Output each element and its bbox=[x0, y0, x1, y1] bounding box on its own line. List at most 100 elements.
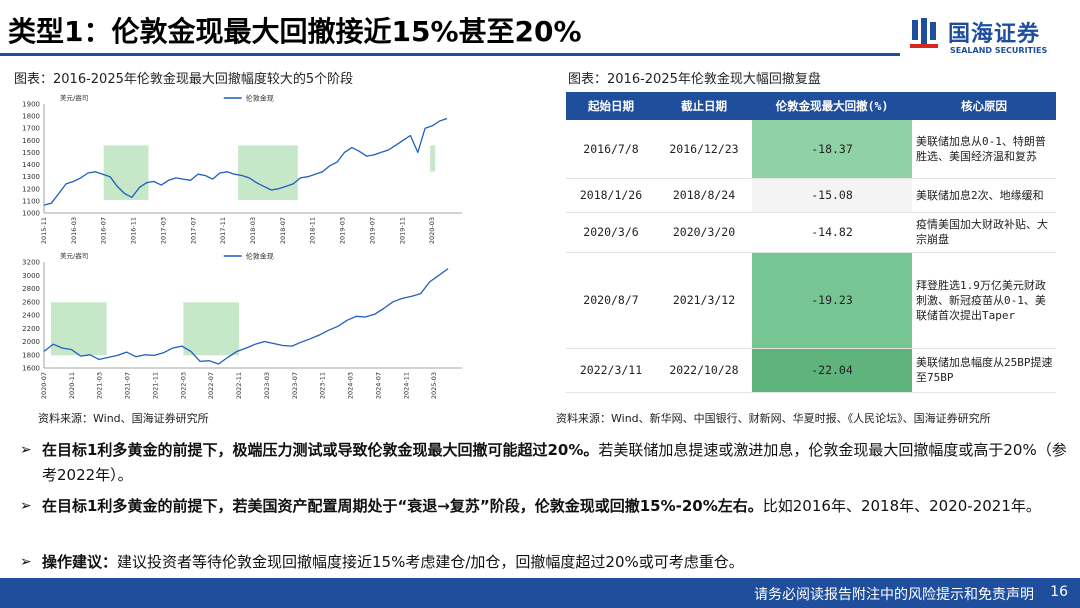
header-max-drawdown: 伦敦金现最大回撤(%) bbox=[752, 92, 912, 120]
drawdown-highlight bbox=[430, 145, 436, 172]
gold-price-line bbox=[43, 268, 449, 365]
y-tick-label: 1600 bbox=[22, 137, 40, 145]
x-tick-label: 2022-11 bbox=[235, 372, 243, 399]
arrow-icon: ➢ bbox=[20, 442, 32, 458]
right-table-caption: 图表：2016-2025年伦敦金现大幅回撤复盘 bbox=[568, 72, 821, 87]
y-tick-label: 1800 bbox=[22, 351, 40, 359]
y-tick-label: 1300 bbox=[22, 173, 40, 181]
cell-drawdown: -18.37 bbox=[752, 120, 912, 179]
y-tick-label: 1800 bbox=[22, 113, 40, 121]
y-tick-label: 2600 bbox=[22, 298, 40, 306]
y-tick-label: 1500 bbox=[22, 149, 40, 157]
page-title: 类型1：伦敦金现最大回撤接近15%甚至20% bbox=[8, 15, 582, 48]
cell-start-date: 2022/3/11 bbox=[566, 348, 656, 393]
bullet-3-bold: 操作建议： bbox=[42, 553, 118, 571]
cell-reason: 美联储加息幅度从25BP提速至75BP bbox=[912, 348, 1056, 393]
unit-label: 美元/盎司 bbox=[60, 93, 88, 102]
x-tick-label: 2021-03 bbox=[96, 372, 104, 399]
footer-bar: 请务必阅读报告附注中的风险提示和免责声明 16 bbox=[0, 578, 1080, 608]
x-tick-label: 2018-03 bbox=[249, 217, 257, 244]
x-tick-label: 2018-07 bbox=[279, 217, 287, 244]
bullet-1-text: 若美联储加息提速或激进加息，伦敦金现最大回撤幅度或高于20%（参考2022年）。 bbox=[42, 441, 1067, 484]
x-tick-label: 2018-11 bbox=[309, 217, 317, 244]
x-tick-label: 2022-07 bbox=[207, 372, 215, 399]
gold-price-chart-2015-2020: 1900 1800 1700 1600 1500 1400 1300 1200 1100 1000… bbox=[22, 93, 462, 244]
header-end-date: 截止日期 bbox=[656, 92, 752, 120]
cell-end-date: 2018/8/24 bbox=[656, 178, 752, 213]
y-tick-label: 2800 bbox=[22, 285, 40, 293]
logo-text-en: SEALAND SECURITIES bbox=[950, 46, 1048, 55]
bullet-1-bold: 在目标1利多黄金的前提下，极端压力测试或导致伦敦金现最大回撤可能超过20%。 bbox=[42, 441, 599, 459]
y-tick-label: 1400 bbox=[22, 161, 40, 169]
y-tick-label: 1100 bbox=[22, 197, 40, 205]
cell-drawdown: -22.04 bbox=[752, 348, 912, 393]
title-underline bbox=[0, 53, 900, 56]
x-tick-label: 2022-03 bbox=[179, 372, 187, 399]
y-tick-label: 1600 bbox=[22, 365, 40, 373]
x-tick-label: 2017-11 bbox=[219, 217, 227, 244]
left-chart-caption: 图表：2016-2025年伦敦金现最大回撤幅度较大的5个阶段 bbox=[14, 72, 354, 87]
table-row: 2020/8/7 2021/3/12 -19.23 拜登胜选1.9万亿美元财政刺激、新… bbox=[566, 252, 1056, 349]
page-number: 16 bbox=[1050, 584, 1068, 600]
cell-reason: 拜登胜选1.9万亿美元财政刺激、新冠疫苗从0-1、美联储首次提出Taper bbox=[912, 252, 1056, 349]
sealand-logo-icon bbox=[910, 18, 938, 48]
drawdown-highlight bbox=[238, 145, 298, 200]
drawdown-highlight bbox=[103, 145, 149, 200]
y-tick-label: 2400 bbox=[22, 312, 40, 320]
x-tick-label: 2023-07 bbox=[291, 372, 299, 399]
cell-start-date: 2016/7/8 bbox=[566, 120, 656, 179]
cell-end-date: 2022/10/28 bbox=[656, 348, 752, 393]
header-start-date: 起始日期 bbox=[566, 92, 656, 120]
bullet-2-bold: 在目标1利多黄金的前提下，若美国资产配置周期处于“衰退→复苏”阶段，伦敦金现或回… bbox=[42, 497, 763, 515]
x-tick-label: 2023-11 bbox=[319, 372, 327, 399]
x-tick-label: 2020-11 bbox=[68, 372, 76, 399]
company-logo: 国海证券 SEALAND SECURITIES bbox=[910, 14, 1070, 60]
y-tick-label: 1700 bbox=[22, 125, 40, 133]
x-tick-label: 2024-11 bbox=[402, 372, 410, 399]
x-tick-label: 2016-03 bbox=[70, 217, 78, 244]
x-tick-label: 2021-11 bbox=[151, 372, 159, 399]
y-tick-label: 1000 bbox=[22, 210, 40, 218]
cell-end-date: 2016/12/23 bbox=[656, 120, 752, 179]
x-tick-label: 2019-07 bbox=[368, 217, 376, 244]
arrow-icon: ➢ bbox=[20, 498, 32, 514]
x-tick-label: 2024-07 bbox=[374, 372, 382, 399]
cell-drawdown: -19.23 bbox=[752, 252, 912, 349]
table-row: 2022/3/11 2022/10/28 -22.04 美联储加息幅度从25BP提速至… bbox=[566, 348, 1056, 393]
left-source-note: 资料来源：Wind、国海证券研究所 bbox=[38, 412, 209, 425]
disclaimer-text: 请务必阅读报告附注中的风险提示和免责声明 bbox=[754, 587, 1034, 603]
x-tick-label: 2021-07 bbox=[124, 372, 132, 399]
x-tick-label: 2020-07 bbox=[40, 372, 48, 399]
header-core-reason: 核心原因 bbox=[912, 92, 1056, 120]
gold-price-line bbox=[43, 117, 448, 206]
logo-text-cn: 国海证券 bbox=[948, 22, 1041, 47]
gold-price-chart-2020-2025: 3200300028002600240022002000180016002020… bbox=[22, 252, 462, 399]
x-tick-label: 2019-03 bbox=[339, 217, 347, 244]
x-tick-label: 2016-07 bbox=[100, 217, 108, 244]
y-tick-label: 1900 bbox=[22, 101, 40, 109]
bullet-3-text: 建议投资者等待伦敦金现回撤幅度接近15%考虑建仓/加仓，回撤幅度超过20%或可考… bbox=[117, 553, 744, 571]
x-tick-label: 2016-11 bbox=[130, 217, 138, 244]
x-tick-label: 2019-11 bbox=[398, 217, 406, 244]
cell-start-date: 2018/1/26 bbox=[566, 178, 656, 213]
table-header-row: 起始日期 截止日期 伦敦金现最大回撤(%) 核心原因 bbox=[566, 92, 1056, 120]
x-tick-label: 2017-03 bbox=[159, 217, 167, 244]
x-tick-label: 2024-03 bbox=[347, 372, 355, 399]
x-tick-label: 2025-03 bbox=[430, 372, 438, 399]
drawdown-highlight bbox=[50, 302, 107, 356]
y-tick-label: 2000 bbox=[22, 338, 40, 346]
y-tick-label: 1200 bbox=[22, 185, 40, 193]
arrow-icon: ➢ bbox=[20, 554, 32, 570]
drawdown-highlight bbox=[183, 302, 240, 356]
cell-reason: 美联储加息2次、地缘缓和 bbox=[912, 178, 1056, 213]
table-row: 2018/1/26 2018/8/24 -15.08 美联储加息2次、地缘缓和 bbox=[566, 178, 1056, 213]
cell-drawdown: -14.82 bbox=[752, 212, 912, 253]
x-tick-label: 2023-03 bbox=[263, 372, 271, 399]
unit-label: 美元/盎司 bbox=[60, 252, 88, 260]
x-tick-label: 2020-03 bbox=[428, 217, 436, 244]
table-row: 2020/3/6 2020/3/20 -14.82 疫情美国加大财政补贴、大宗崩盘 bbox=[566, 212, 1056, 253]
bullet-2-text: 比如2016年、2018年、2020-2021年。 bbox=[762, 497, 1041, 515]
table-row: 2016/7/8 2016/12/23 -18.37 美联储加息从0-1、特朗普胜选、… bbox=[566, 120, 1056, 179]
x-tick-label: 2015-11 bbox=[40, 217, 48, 244]
cell-end-date: 2021/3/12 bbox=[656, 252, 752, 349]
